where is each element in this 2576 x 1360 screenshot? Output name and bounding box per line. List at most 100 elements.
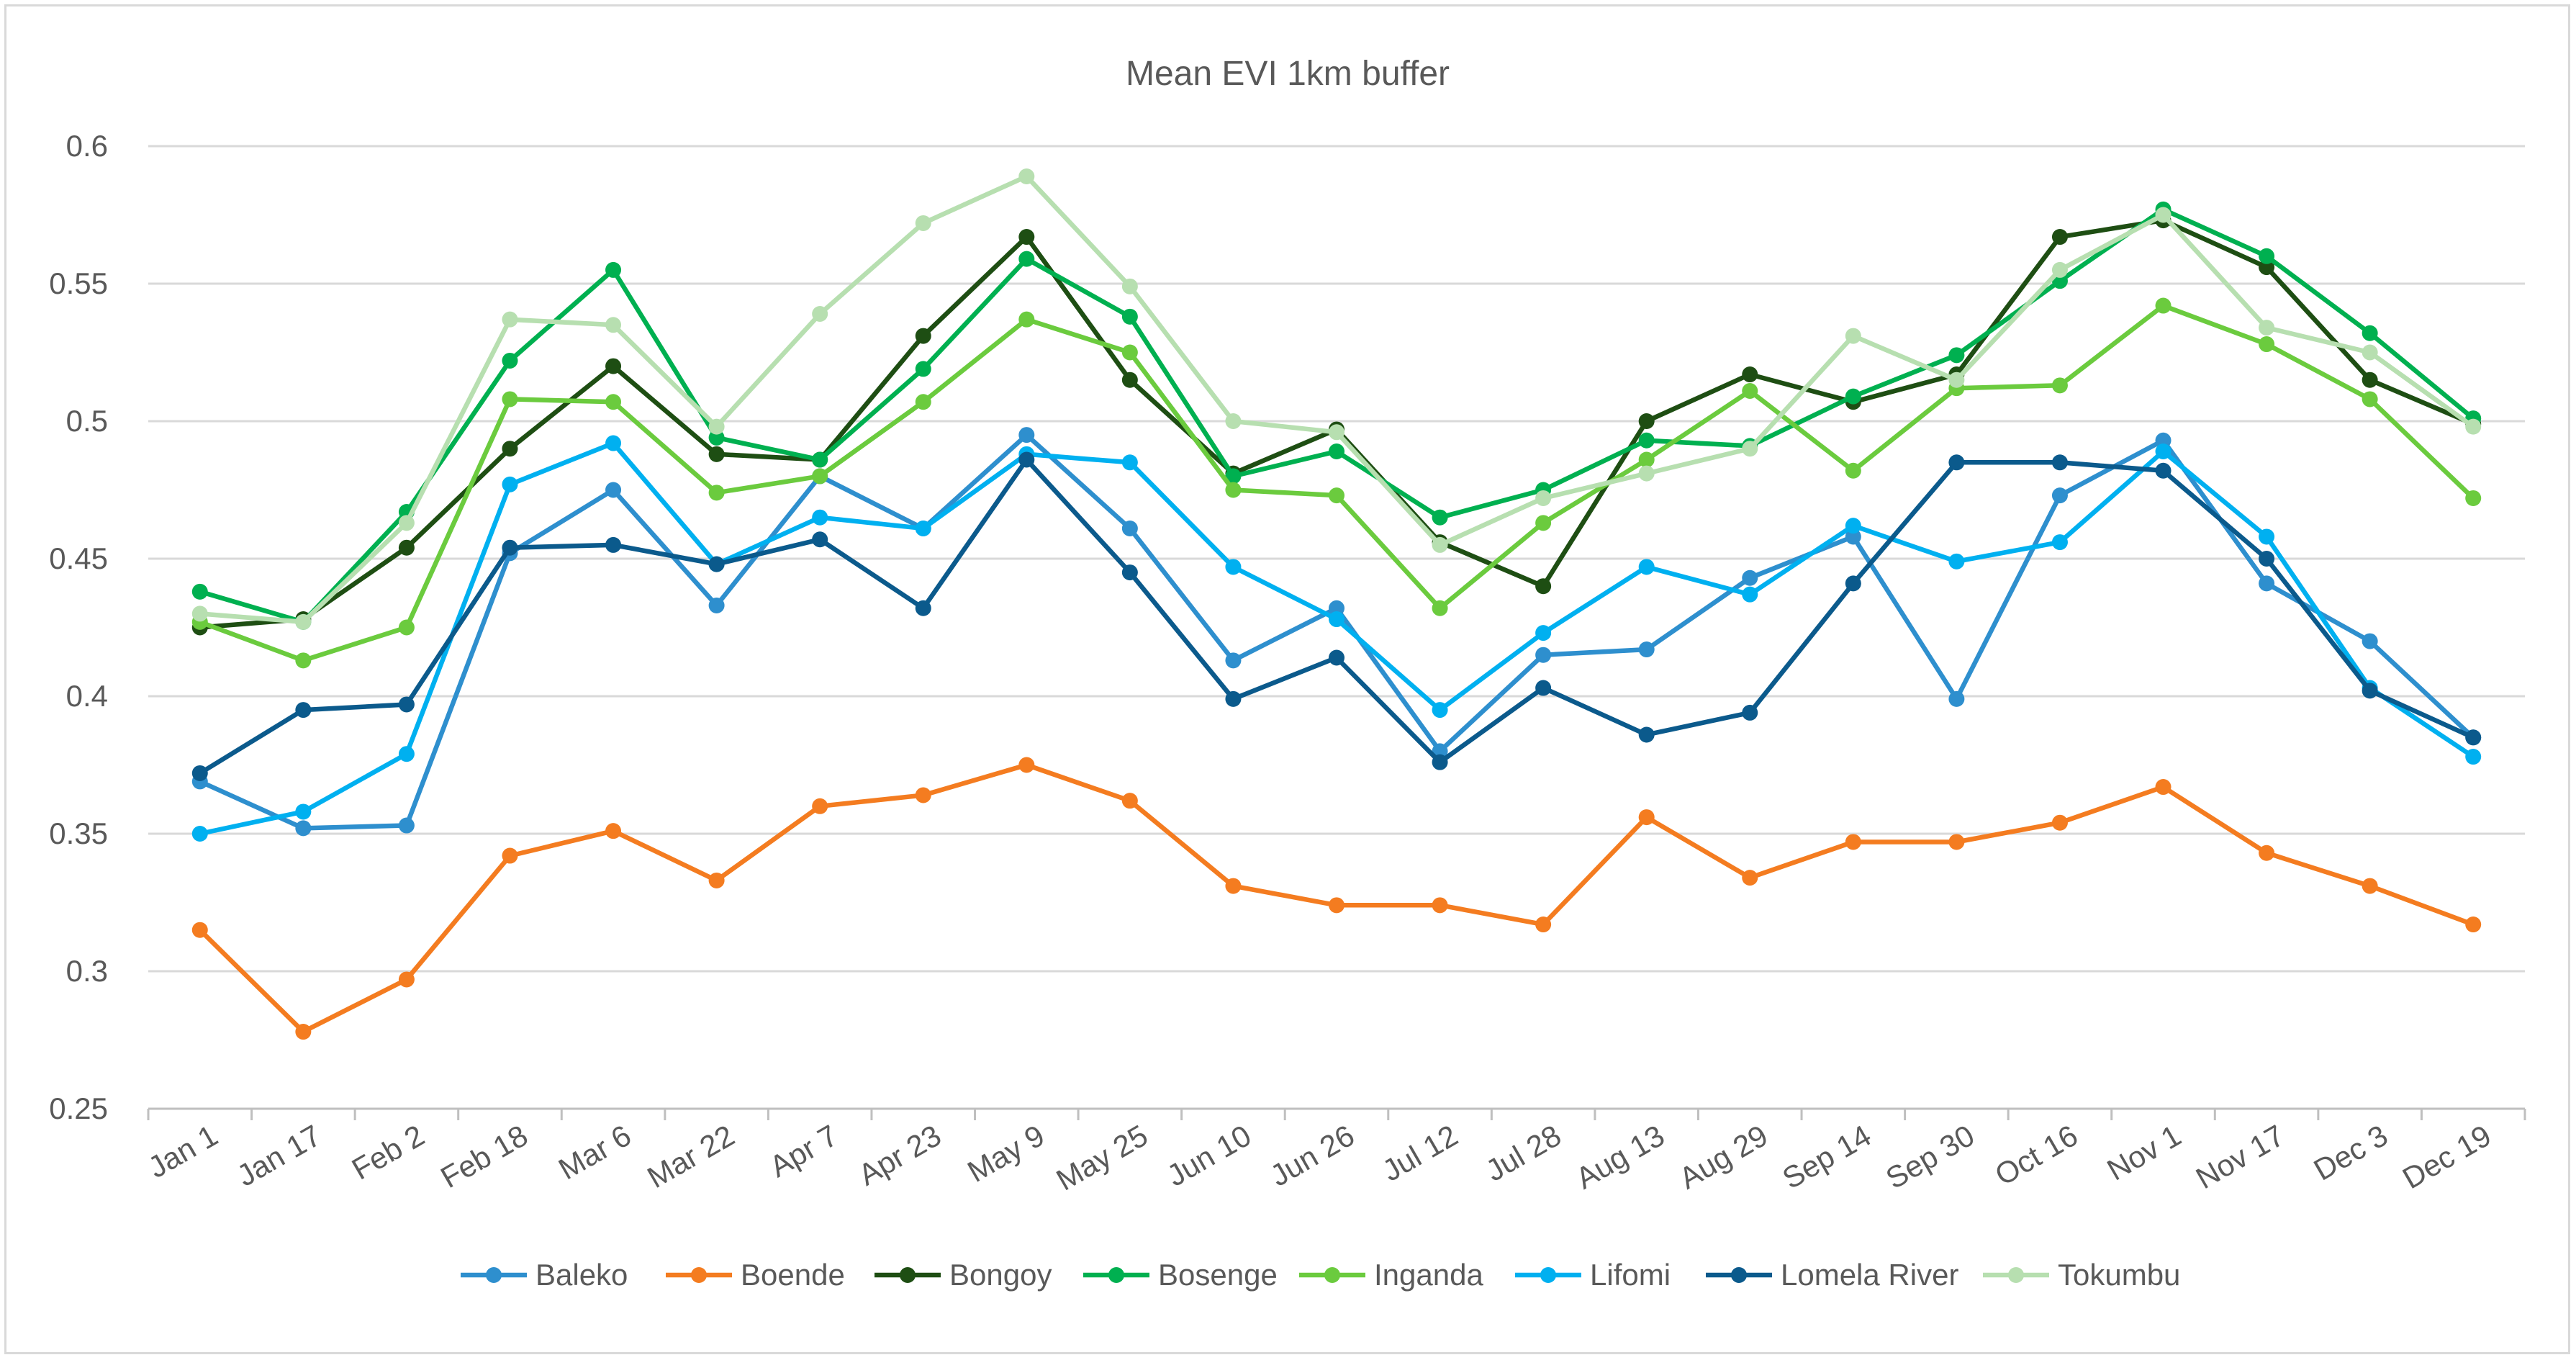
data-point bbox=[191, 605, 208, 622]
data-point bbox=[1225, 652, 1242, 669]
data-point bbox=[1018, 757, 1035, 773]
data-point bbox=[915, 328, 931, 344]
legend: Baleko Boende Bongoy Bosenge Inganda Lifomi Lo… bbox=[461, 1258, 2180, 1292]
series-bongoy bbox=[191, 212, 2482, 636]
gridlines bbox=[148, 145, 2525, 1110]
data-point bbox=[1638, 432, 1655, 449]
legend-item: Bosenge bbox=[1083, 1258, 1278, 1292]
x-tick-label: May 9 bbox=[962, 1118, 1050, 1189]
data-point bbox=[1225, 413, 1242, 429]
data-point bbox=[2259, 528, 2275, 545]
data-point bbox=[2051, 377, 2068, 394]
legend-marker bbox=[691, 1267, 707, 1283]
data-point bbox=[812, 451, 828, 468]
data-point bbox=[2155, 779, 2171, 796]
data-point bbox=[1948, 371, 1965, 388]
series-group bbox=[191, 168, 2482, 1040]
data-point bbox=[1121, 371, 1138, 388]
data-point bbox=[1432, 509, 1448, 526]
data-point bbox=[295, 820, 312, 837]
data-point bbox=[295, 702, 312, 719]
data-point bbox=[2259, 259, 2275, 276]
data-point bbox=[2362, 325, 2378, 341]
data-point bbox=[915, 361, 931, 377]
data-point bbox=[1329, 443, 1345, 460]
data-point bbox=[2259, 320, 2275, 336]
data-point bbox=[1121, 564, 1138, 581]
data-point bbox=[2259, 845, 2275, 861]
data-point bbox=[398, 539, 415, 556]
data-point bbox=[1638, 559, 1655, 575]
data-point bbox=[502, 539, 518, 556]
data-point bbox=[1535, 647, 1552, 663]
data-point bbox=[812, 531, 828, 548]
data-point bbox=[1535, 680, 1552, 696]
y-tick-label: 0.4 bbox=[66, 679, 108, 713]
data-point bbox=[812, 306, 828, 323]
data-point bbox=[2362, 683, 2378, 699]
data-point bbox=[1225, 468, 1242, 485]
data-point bbox=[1018, 311, 1035, 328]
x-tick-label: Jul 28 bbox=[1480, 1118, 1567, 1188]
data-point bbox=[295, 803, 312, 820]
data-point bbox=[1535, 578, 1552, 595]
data-point bbox=[1638, 641, 1655, 658]
data-point bbox=[1948, 553, 1965, 569]
data-point bbox=[2155, 443, 2171, 460]
data-point bbox=[1535, 917, 1552, 933]
data-point bbox=[191, 826, 208, 842]
series-boende bbox=[191, 757, 2482, 1040]
y-tick-label: 0.45 bbox=[49, 541, 108, 575]
data-point bbox=[708, 485, 725, 501]
legend-item: Boende bbox=[666, 1258, 845, 1292]
y-tick-label: 0.35 bbox=[49, 816, 108, 850]
data-point bbox=[2155, 462, 2171, 479]
x-axis: Jan 1 Jan 17 Feb 2 Feb 18 Mar 6 Mar 22 Apr 7 Ap… bbox=[143, 1109, 2526, 1197]
data-point bbox=[1018, 451, 1035, 468]
data-point bbox=[398, 515, 415, 531]
data-point bbox=[1638, 726, 1655, 743]
data-point bbox=[398, 619, 415, 636]
legend-label: Boende bbox=[741, 1258, 845, 1292]
data-point bbox=[1742, 441, 1758, 457]
data-point bbox=[502, 476, 518, 492]
legend-label: Tokumbu bbox=[2058, 1258, 2180, 1292]
data-point bbox=[398, 817, 415, 834]
legend-label: Lomela River bbox=[1781, 1258, 1958, 1292]
x-tick-label: Jul 12 bbox=[1377, 1118, 1464, 1188]
data-point bbox=[1742, 704, 1758, 721]
data-point bbox=[295, 1024, 312, 1040]
legend-item: Lifomi bbox=[1515, 1258, 1671, 1292]
data-point bbox=[1018, 251, 1035, 267]
data-point bbox=[502, 391, 518, 407]
x-tick-label: Aug 29 bbox=[1673, 1118, 1773, 1195]
data-point bbox=[812, 798, 828, 814]
data-point bbox=[605, 823, 622, 839]
data-point bbox=[915, 600, 931, 616]
legend-item: Baleko bbox=[461, 1258, 628, 1292]
data-point bbox=[1432, 897, 1448, 914]
x-tick-label: Jun 26 bbox=[1265, 1118, 1360, 1193]
data-point bbox=[1329, 600, 1345, 616]
data-point bbox=[708, 872, 725, 888]
data-point bbox=[1948, 347, 1965, 364]
data-point bbox=[295, 652, 312, 669]
data-point bbox=[1845, 328, 1861, 344]
legend-marker bbox=[486, 1267, 502, 1283]
x-tick-label: Apr 23 bbox=[853, 1118, 947, 1192]
x-tick-label: Aug 13 bbox=[1570, 1118, 1670, 1195]
data-point bbox=[1535, 490, 1552, 506]
data-point bbox=[605, 261, 622, 278]
x-tick-label: Nov 1 bbox=[2102, 1118, 2187, 1187]
data-point bbox=[605, 482, 622, 498]
y-tick-label: 0.5 bbox=[66, 404, 108, 438]
data-point bbox=[2051, 261, 2068, 278]
data-point bbox=[502, 441, 518, 457]
x-tick-label: Feb 2 bbox=[346, 1118, 430, 1186]
x-tick-label: Jan 17 bbox=[231, 1118, 327, 1193]
data-point bbox=[1742, 366, 1758, 383]
data-point bbox=[1742, 569, 1758, 586]
data-point bbox=[1121, 278, 1138, 294]
data-point bbox=[708, 597, 725, 613]
x-tick-label: Sep 30 bbox=[1880, 1118, 1980, 1195]
